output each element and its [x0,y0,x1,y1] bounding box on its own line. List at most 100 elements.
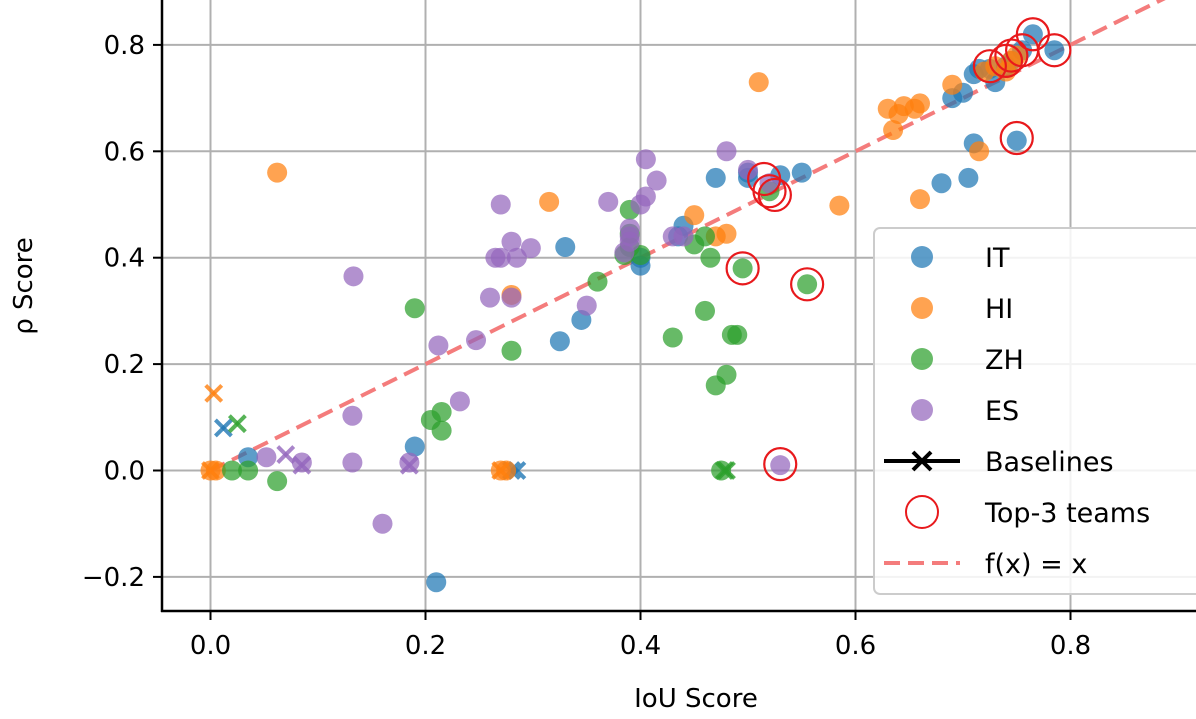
point-es [480,287,500,308]
point-hi [969,141,990,162]
point-es [520,238,541,259]
point-zh [404,298,425,319]
y-tick-label: 0.4 [104,244,145,274]
point-es [466,330,487,351]
x-tick-label: 0.0 [190,631,231,661]
point-es [598,191,619,212]
point-hi [716,223,737,244]
point-zh [711,460,732,481]
legend-label: IT [985,243,1010,274]
legend-entry-es: ES [911,396,1019,427]
point-es [501,231,522,252]
point-zh [662,327,683,348]
data-points [200,24,1065,593]
point-es [342,405,363,426]
point-it [791,162,812,183]
baseline-hi [491,461,511,480]
point-es [576,295,597,316]
legend-marker [911,297,933,319]
legend-label: HI [985,294,1013,325]
legend-label: Baselines [985,447,1114,478]
top3-ring [790,267,825,302]
x-tick-label: 0.4 [620,631,661,661]
point-hi [684,205,705,226]
point-es [506,247,527,268]
legend-entry-top-3-teams: Top-3 teams [905,495,1150,529]
legend-label: f(x) = x [985,549,1087,580]
baseline-es [292,455,312,475]
point-es [501,287,522,308]
legend-marker [905,495,939,529]
top3-ring [999,120,1034,156]
point-hi [267,162,288,183]
legend: IT HI ZH ES Baselines Top-3 teams f(x) = x [873,227,1196,595]
point-es [490,194,511,215]
x-tick-label: 0.8 [1050,631,1091,661]
point-it [958,167,979,188]
point-hi [205,460,226,481]
legend-marker [911,399,933,421]
point-es [770,455,791,476]
point-hi [883,120,904,141]
point-hi [496,460,517,481]
point-es [490,247,511,268]
point-es [738,159,758,180]
point-hi [748,72,769,93]
legend-entry-zh: ZH [911,345,1024,376]
point-es [256,447,277,468]
legend-label: Top-3 teams [984,498,1150,529]
reference-line-fx-equals-x [209,0,1166,473]
top3-rings [725,17,1072,482]
point-it [705,167,726,188]
tick-labels: 0.0 0.2 0.4 0.6 0.8 −0.2 0.0 0.2 0.4 0.6 0.8 [82,31,1091,661]
point-zh [501,340,522,361]
legend-label: ZH [985,345,1024,376]
top3-ring [752,174,787,209]
top3-ring [988,43,1024,78]
point-es [342,452,363,473]
point-es [449,391,470,412]
point-es [635,186,656,207]
point-it [555,237,576,258]
point-es [428,335,449,356]
top3-ring [994,38,1029,73]
baseline-hi [201,461,220,480]
x-tick-label: 0.6 [835,631,876,661]
baseline-zh [717,461,736,480]
legend-marker [884,450,960,472]
point-es [372,513,393,534]
point-hi [910,93,930,114]
point-zh [727,324,748,345]
point-es [635,149,656,170]
y-tick-label: −0.2 [82,563,145,593]
point-zh [716,364,737,385]
y-tick-label: 0.2 [104,350,145,380]
legend-box [873,227,1196,595]
legend-entry-it: IT [911,243,1010,274]
point-hi [910,189,930,210]
point-hi [829,195,850,216]
point-es [673,226,694,247]
point-zh [431,420,452,441]
point-it [404,436,425,457]
top3-ring [757,177,792,213]
point-it [931,173,952,194]
baseline-zh [227,414,247,434]
point-it [1022,24,1043,45]
point-zh [700,247,721,268]
top3-ring [763,447,798,482]
legend-label: ES [985,396,1019,427]
point-hi [942,74,963,95]
top3-ring [972,49,1007,84]
y-tick-label: 0.0 [104,457,145,487]
point-zh [630,245,651,266]
point-zh [238,460,259,481]
legend-entry-f-x-x: f(x) = x [884,549,1087,580]
point-es [716,141,737,162]
point-zh [797,274,818,295]
y-tick-label: 0.8 [104,31,145,61]
point-it [1044,40,1065,61]
axes [160,0,1196,613]
point-zh [267,471,288,492]
